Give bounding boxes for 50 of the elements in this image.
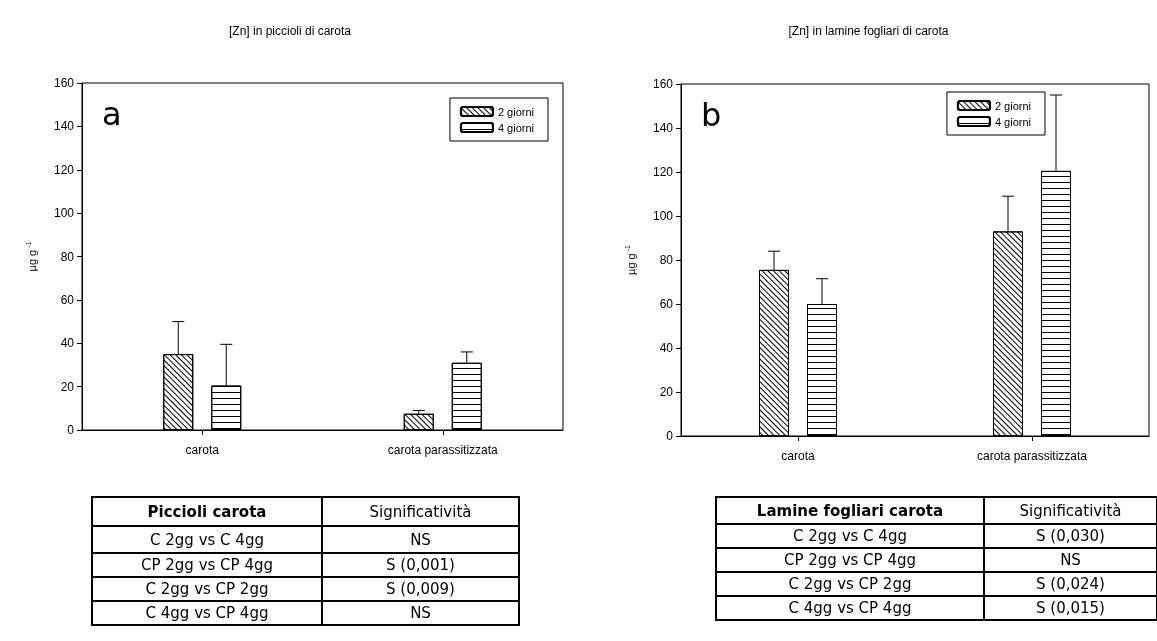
- x-tick-label: carota parassitizzata: [976, 449, 1088, 463]
- text: S (0,015): [1036, 599, 1105, 617]
- annotation: a: [102, 95, 122, 133]
- y-tick-label: 40: [659, 341, 674, 355]
- chart-title: [Zn] in piccioli di carota: [228, 24, 352, 38]
- text: C 2gg vs C 4gg: [793, 527, 907, 545]
- text: Significatività: [369, 502, 472, 521]
- y-tick-label: 140: [652, 121, 674, 135]
- y-tick-label: 20: [659, 385, 674, 399]
- y-tick-label: 0: [666, 429, 674, 443]
- text: NS: [410, 530, 431, 549]
- text: S (0,024): [1036, 575, 1105, 593]
- text: Piccioli carota: [147, 502, 267, 521]
- text: C 2gg vs C 4gg: [150, 530, 264, 549]
- y-tick-label: 80: [60, 249, 75, 264]
- text: C 2gg vs CP 2gg: [145, 580, 269, 598]
- legend-label: 2 giorni: [994, 99, 1031, 112]
- legend-label: 4 giorni: [994, 115, 1031, 128]
- annotation: b: [701, 96, 722, 134]
- text: S (0,001): [386, 556, 455, 574]
- text: S (0,030): [1036, 527, 1105, 545]
- chart-title: [Zn] in lamine fogliari di carota: [788, 24, 949, 38]
- text: Lamine fogliari carota: [756, 501, 944, 520]
- text: NS: [1060, 551, 1081, 569]
- x-tick-label: carota parassitizzata: [387, 443, 499, 457]
- y-tick-label: 120: [53, 162, 75, 177]
- y-tick-label: 140: [53, 119, 75, 134]
- y-tick-label: 100: [53, 206, 75, 221]
- legend-label: 4 giorni: [497, 121, 534, 134]
- text: CP 2gg vs CP 4gg: [141, 556, 273, 574]
- text: NS: [410, 604, 431, 622]
- y-tick-label: 80: [659, 253, 674, 267]
- y-tick-label: 160: [53, 76, 75, 90]
- text: C 2gg vs CP 2gg: [788, 575, 912, 593]
- text: C 4gg vs CP 4gg: [788, 599, 912, 617]
- y-tick-label: 20: [60, 379, 75, 394]
- y-tick-label: 160: [652, 77, 674, 91]
- x-tick-label: carota: [185, 443, 220, 457]
- text: Significatività: [1019, 501, 1122, 520]
- y-tick-label: 60: [659, 297, 674, 311]
- y-tick-label: 0: [67, 423, 75, 437]
- legend-label: 2 giorni: [497, 105, 534, 118]
- text: CP 2gg vs CP 4gg: [784, 551, 916, 569]
- y-tick-label: 100: [652, 209, 674, 223]
- text: S (0,009): [386, 580, 455, 598]
- x-tick-label: carota: [781, 449, 815, 463]
- y-tick-label: 120: [652, 165, 674, 179]
- y-tick-label: 60: [60, 292, 75, 307]
- text: C 4gg vs CP 4gg: [145, 604, 269, 622]
- y-tick-label: 40: [60, 336, 75, 351]
